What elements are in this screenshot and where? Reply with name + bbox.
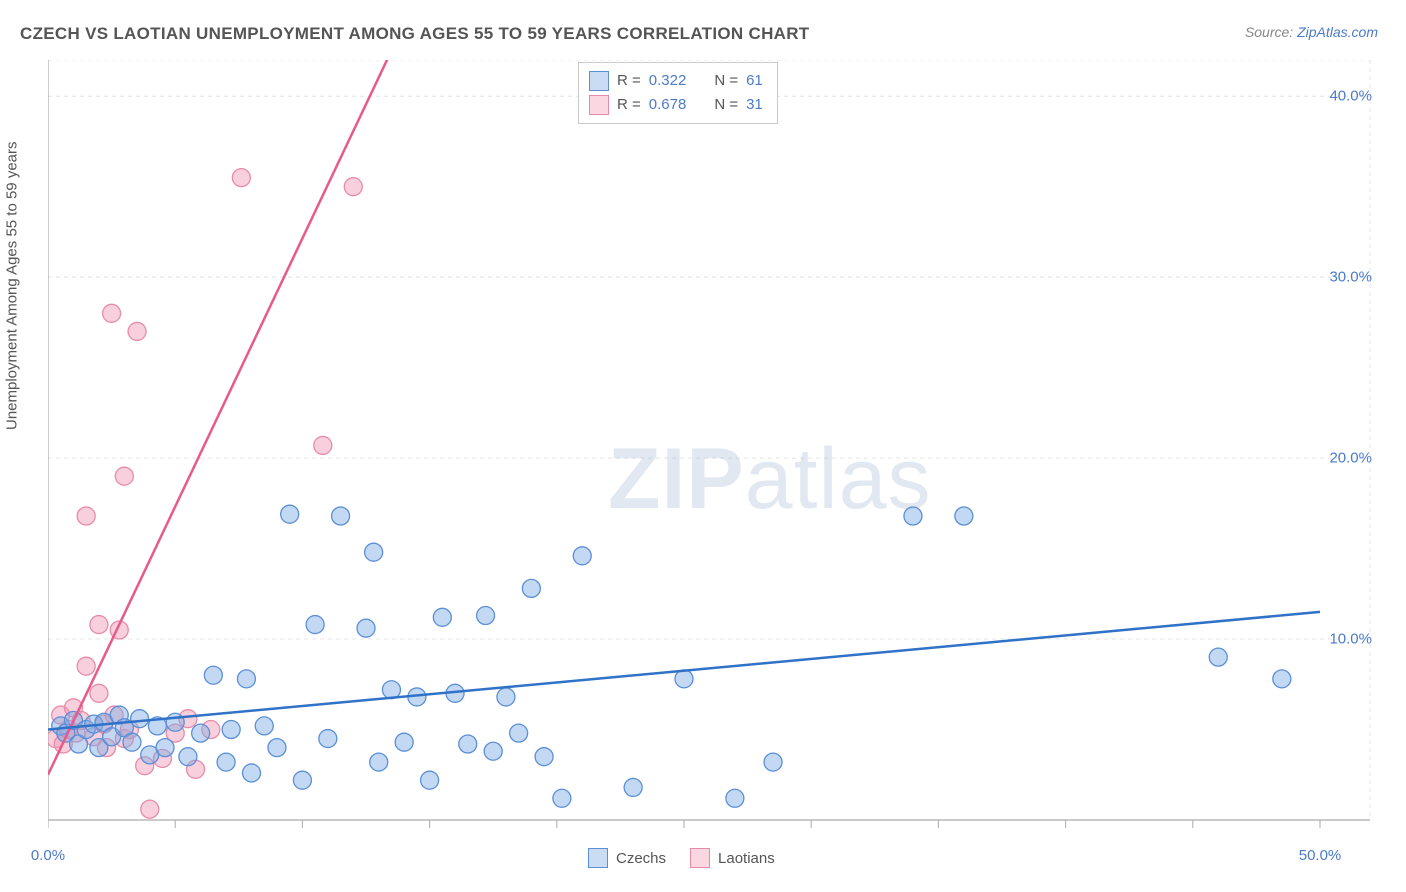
legend-item-laotians: Laotians [690,848,775,868]
ytick-label: 40.0% [1329,88,1372,105]
source-label: Source: [1245,24,1297,40]
swatch-laotians [589,95,609,115]
xtick-label: 0.0% [31,847,65,864]
n-value-czechs: 61 [746,69,763,93]
legend: Czechs Laotians [588,848,775,868]
correlation-stats-box: R = 0.322 N = 61 R = 0.678 N = 31 [578,62,778,124]
legend-label-czechs: Czechs [616,850,666,867]
chart-plot-area: ZIPatlas R = 0.322 N = 61 R = 0.678 N = … [48,60,1378,840]
source-attribution: Source: ZipAtlas.com [1245,24,1378,40]
legend-swatch-czechs [588,848,608,868]
chart-svg [48,60,1378,840]
y-axis-label: Unemployment Among Ages 55 to 59 years [4,141,21,430]
r-value-czechs: 0.322 [649,69,687,93]
r-value-laotians: 0.678 [649,93,687,117]
legend-label-laotians: Laotians [718,850,775,867]
chart-title: CZECH VS LAOTIAN UNEMPLOYMENT AMONG AGES… [20,24,809,44]
n-label: N = [714,93,738,117]
ytick-label: 20.0% [1329,450,1372,467]
swatch-czechs [589,71,609,91]
r-label: R = [617,69,641,93]
xtick-label: 50.0% [1299,847,1342,864]
legend-item-czechs: Czechs [588,848,666,868]
legend-swatch-laotians [690,848,710,868]
stats-row-czechs: R = 0.322 N = 61 [589,69,763,93]
stats-row-laotians: R = 0.678 N = 31 [589,93,763,117]
ytick-label: 10.0% [1329,631,1372,648]
n-label: N = [714,69,738,93]
source-value: ZipAtlas.com [1297,24,1378,40]
ytick-label: 30.0% [1329,269,1372,286]
n-value-laotians: 31 [746,93,763,117]
r-label: R = [617,93,641,117]
